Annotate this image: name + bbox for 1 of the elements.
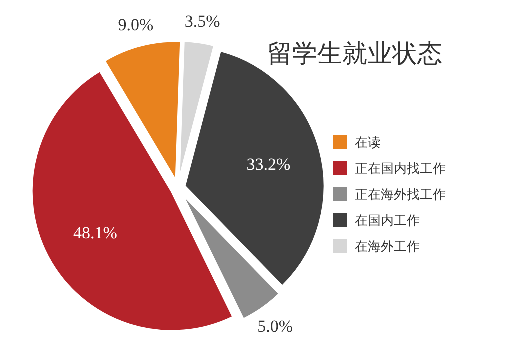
- title: 留学生就业状态: [268, 39, 442, 68]
